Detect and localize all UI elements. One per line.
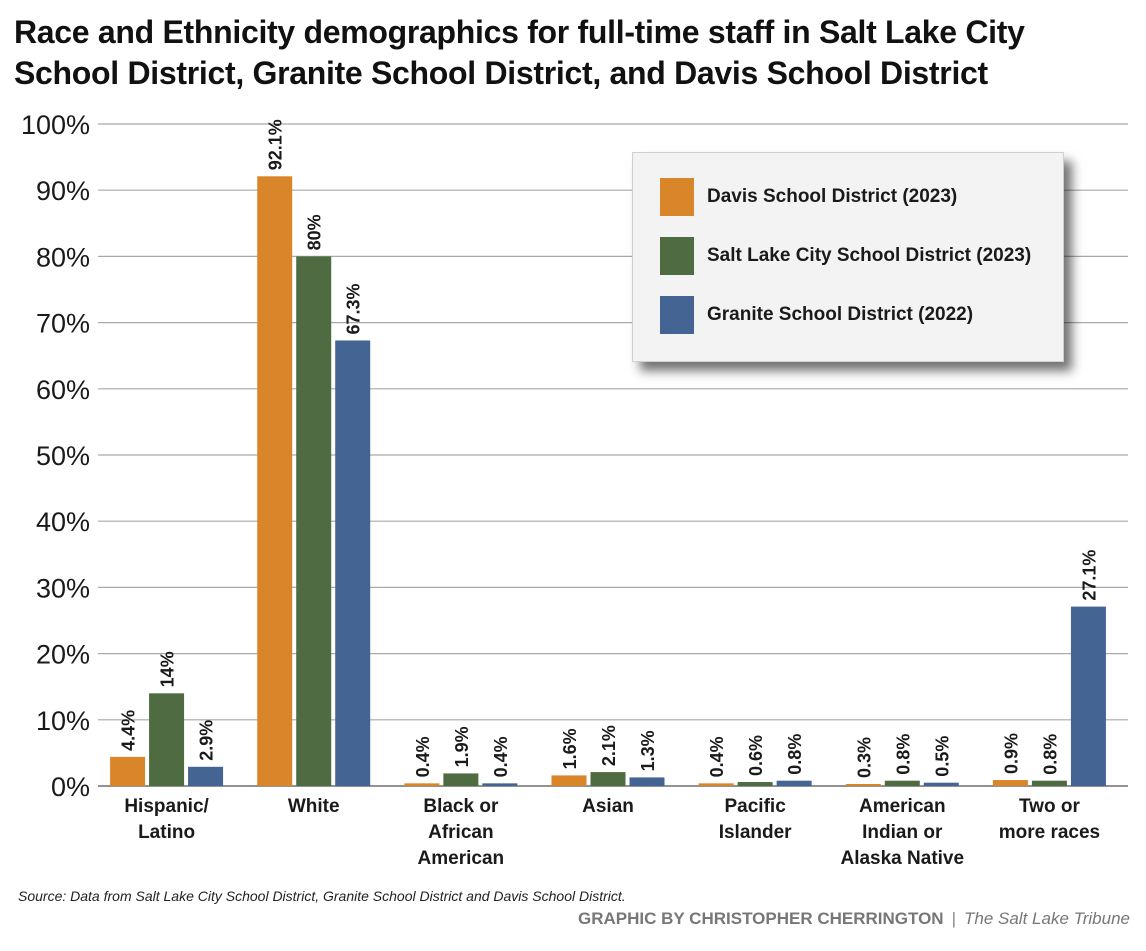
x-axis-tick-labels: Hispanic/Latino White Black or African Ameri…: [124, 796, 1100, 869]
y-tick-label: 70%: [36, 309, 90, 339]
legend-label-salt-lake-city: Salt Lake City School District (2023): [707, 245, 1032, 266]
bar: [257, 176, 293, 787]
chart-title-line-2: School District, Granite School District…: [14, 55, 988, 91]
legend-label-granite: Granite School District (2022): [707, 304, 974, 325]
credit-line: GRAPHIC BY CHRISTOPHER CHERRINGTON | The S…: [578, 909, 1130, 929]
legend-item-davis: Davis School District (2023): [660, 178, 957, 216]
bar: [698, 783, 734, 786]
legend-label-davis: Davis School District (2023): [707, 186, 958, 207]
x-tick-label: Two or more races: [999, 796, 1100, 843]
data-label: 0.9%: [1001, 733, 1021, 774]
y-tick-label: 90%: [36, 176, 90, 206]
x-tick-label: American Indian or Alaska Native: [840, 796, 964, 869]
bar: [1070, 606, 1106, 786]
bar: [110, 756, 146, 786]
data-label: 0.8%: [785, 734, 805, 775]
legend-item-granite: Granite School District (2022): [660, 296, 973, 334]
legend-swatch-granite: [660, 296, 694, 334]
credit-publication: The Salt Lake Tribune: [964, 909, 1130, 928]
bars: [110, 176, 1106, 787]
legend-swatch-salt-lake-city: [660, 237, 694, 275]
data-label: 0.5%: [932, 736, 952, 777]
data-label: 80%: [305, 214, 325, 250]
bar: [737, 782, 773, 786]
x-tick-label: Black or African American: [418, 796, 505, 869]
data-label: 0.4%: [413, 736, 433, 777]
data-label: 2.9%: [197, 720, 217, 761]
y-axis-tick-labels: 0% 10% 20% 30% 40% 50% 60% 70% 80% 90% 100%: [21, 110, 90, 802]
y-tick-label: 0%: [51, 772, 90, 802]
legend-swatch-davis: [660, 178, 694, 216]
bar: [335, 340, 371, 786]
data-label: 92.1%: [266, 119, 286, 170]
data-label: 2.1%: [599, 725, 619, 766]
bar: [992, 780, 1028, 786]
data-label: 0.8%: [1040, 734, 1060, 775]
x-tick-label: White: [288, 796, 340, 817]
x-tick-label: Asian: [582, 796, 634, 817]
bar: [482, 783, 518, 786]
y-tick-label: 10%: [36, 706, 90, 736]
bar: [590, 772, 626, 786]
data-label: 0.8%: [893, 734, 913, 775]
data-label: 14%: [158, 651, 178, 687]
y-tick-label: 40%: [36, 507, 90, 537]
y-tick-label: 50%: [36, 441, 90, 471]
bar: [776, 780, 812, 786]
data-label: 0.4%: [491, 736, 511, 777]
data-label: 4.4%: [119, 710, 139, 751]
bar: [149, 693, 185, 786]
bar: [629, 777, 665, 786]
bar: [845, 784, 881, 786]
bar: [443, 773, 479, 786]
data-label: 27.1%: [1079, 550, 1099, 601]
chart-title: Race and Ethnicity demographics for full…: [14, 12, 1134, 94]
bar: [923, 782, 959, 786]
bar: [404, 783, 440, 786]
data-label: 0.6%: [746, 735, 766, 776]
data-label: 67.3%: [344, 283, 364, 334]
bar: [1031, 780, 1067, 786]
data-label: 0.4%: [707, 736, 727, 777]
data-labels: 4.4% 14% 2.9% 92.1% 80% 67.3% 0.4% 1.9% 0.4% 1.6%…: [119, 119, 1100, 778]
credit-separator: |: [951, 909, 956, 928]
bar: [884, 780, 920, 786]
y-tick-label: 30%: [36, 573, 90, 603]
legend: Davis School District (2023) Salt Lake C…: [632, 152, 1064, 362]
y-tick-label: 100%: [21, 110, 90, 140]
legend-item-salt-lake-city: Salt Lake City School District (2023): [660, 237, 1031, 275]
x-tick-label: Hispanic/Latino: [124, 796, 209, 843]
data-label: 1.9%: [452, 726, 472, 767]
chart-title-line-1: Race and Ethnicity demographics for full…: [14, 14, 1025, 50]
x-tick-label: Pacific Islander: [719, 796, 792, 843]
bar: [188, 766, 224, 786]
y-tick-label: 20%: [36, 640, 90, 670]
y-tick-label: 60%: [36, 375, 90, 405]
bar: [296, 256, 332, 786]
bar: [551, 775, 587, 786]
data-label: 1.3%: [638, 730, 658, 771]
data-label: 1.6%: [560, 728, 580, 769]
bar-chart: 0% 10% 20% 30% 40% 50% 60% 70% 80% 90% 100% 4.4% 14…: [21, 110, 1128, 869]
credit-author: GRAPHIC BY CHRISTOPHER CHERRINGTON: [578, 909, 944, 928]
source-note: Source: Data from Salt Lake City School …: [18, 888, 626, 904]
data-label: 0.3%: [854, 737, 874, 778]
y-tick-label: 80%: [36, 242, 90, 272]
